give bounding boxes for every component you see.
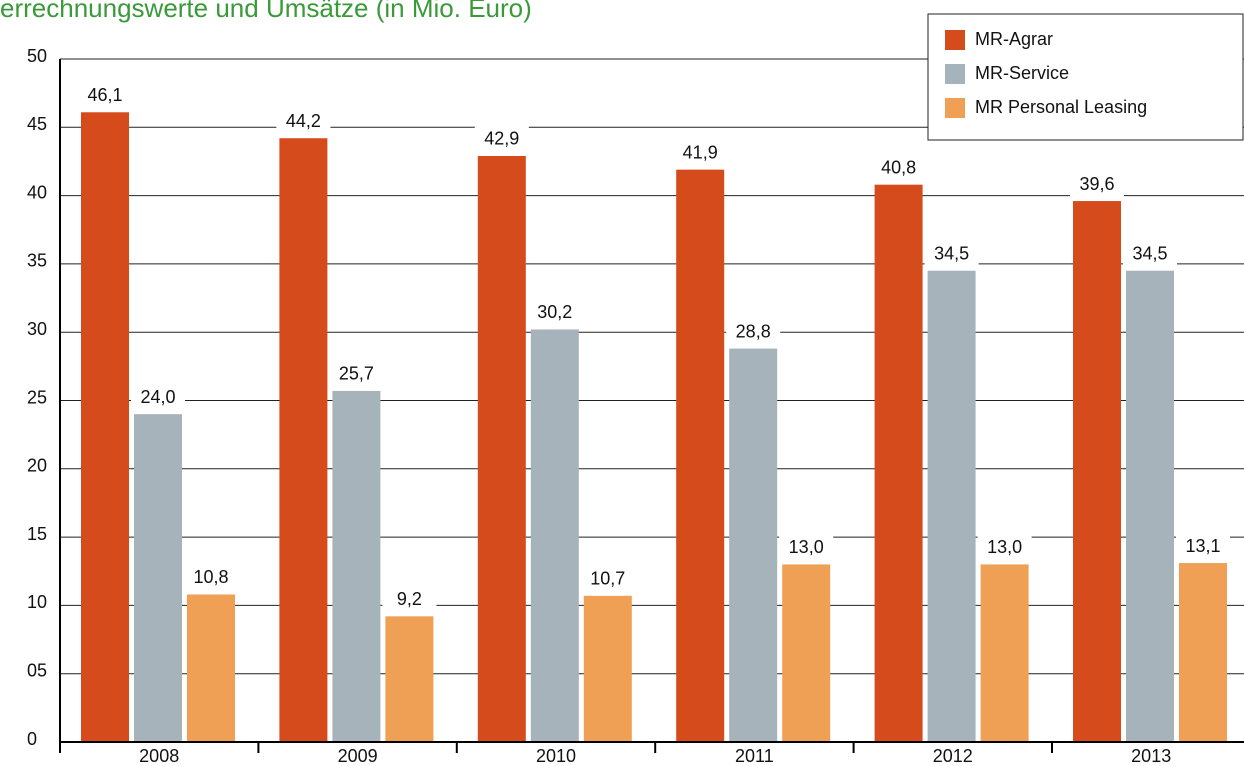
value-label: 10,7	[590, 569, 625, 589]
x-tick-label: 2010	[536, 746, 576, 766]
y-tick-label: 35	[27, 251, 47, 271]
label-bg	[1176, 533, 1230, 560]
bar	[81, 112, 129, 743]
label-bg	[78, 82, 132, 109]
legend-label: MR-Service	[975, 63, 1069, 83]
value-label: 28,8	[736, 321, 771, 341]
label-bg	[779, 534, 834, 561]
label-bg	[329, 360, 384, 387]
bar	[134, 414, 182, 742]
label-bg	[474, 125, 529, 152]
y-tick-label: 15	[27, 524, 47, 544]
y-tick-label: 10	[27, 592, 47, 612]
label-bg	[977, 534, 1032, 561]
bar	[583, 595, 632, 742]
value-label: 10,8	[193, 567, 228, 587]
x-tick-label: 2012	[933, 746, 973, 766]
legend-label: MR Personal Leasing	[975, 97, 1147, 117]
value-label: 25,7	[339, 364, 374, 384]
y-tick-label: 25	[27, 387, 47, 407]
legend-label: MR-Agrar	[975, 29, 1053, 49]
y-tick-label: 50	[27, 46, 47, 66]
bar	[729, 348, 778, 742]
bar	[980, 564, 1029, 742]
value-label: 40,8	[881, 157, 916, 177]
x-tick-label: 2013	[1131, 746, 1171, 766]
legend-swatch	[945, 30, 965, 50]
bar	[332, 390, 381, 742]
y-tick-label: 05	[27, 660, 47, 680]
label-bg	[527, 299, 582, 326]
y-tick-label: 30	[27, 319, 47, 339]
value-label: 44,2	[286, 111, 321, 131]
bar	[1179, 563, 1227, 742]
label-bg	[580, 565, 635, 592]
bar	[530, 329, 579, 742]
label-bg	[1123, 240, 1177, 267]
bar	[385, 616, 434, 742]
x-tick-label: 2008	[139, 746, 179, 766]
bar	[1126, 270, 1174, 742]
label-bg	[184, 564, 238, 591]
value-label: 39,6	[1079, 174, 1114, 194]
value-label: 34,5	[934, 243, 969, 263]
value-label: 13,1	[1185, 536, 1220, 556]
value-label: 41,9	[683, 142, 718, 162]
value-label: 9,2	[397, 589, 422, 609]
value-label: 30,2	[537, 302, 572, 322]
bar	[477, 155, 526, 743]
value-label: 13,0	[789, 537, 824, 557]
chart-title: errechnungswerte und Umsätze (in Mio. Eu…	[0, 0, 532, 23]
label-bg	[276, 108, 331, 135]
label-bg	[871, 154, 926, 181]
y-tick-label: 40	[27, 182, 47, 202]
legend-swatch	[945, 98, 965, 118]
y-tick-label: 20	[27, 456, 47, 476]
bar	[187, 594, 235, 742]
legend-box	[927, 13, 1244, 141]
value-label: 13,0	[987, 537, 1022, 557]
label-bg	[673, 139, 728, 166]
x-tick-label: 2011	[735, 746, 774, 766]
label-bg	[924, 240, 979, 267]
label-bg	[131, 384, 185, 411]
y-tick-label: 0	[27, 729, 37, 749]
bar	[782, 564, 831, 742]
bar	[927, 270, 976, 742]
bar	[279, 138, 328, 742]
bar	[1073, 201, 1121, 743]
value-label: 46,1	[87, 85, 122, 105]
bar	[874, 184, 923, 742]
legend-swatch	[945, 64, 965, 84]
bar	[676, 169, 725, 742]
label-bg	[382, 586, 437, 613]
label-bg	[726, 318, 781, 345]
y-tick-label: 45	[27, 114, 47, 134]
value-label: 42,9	[484, 129, 519, 149]
label-bg	[1070, 171, 1124, 198]
value-label: 24,0	[140, 387, 175, 407]
x-tick-label: 2009	[338, 746, 378, 766]
value-label: 34,5	[1132, 243, 1167, 263]
